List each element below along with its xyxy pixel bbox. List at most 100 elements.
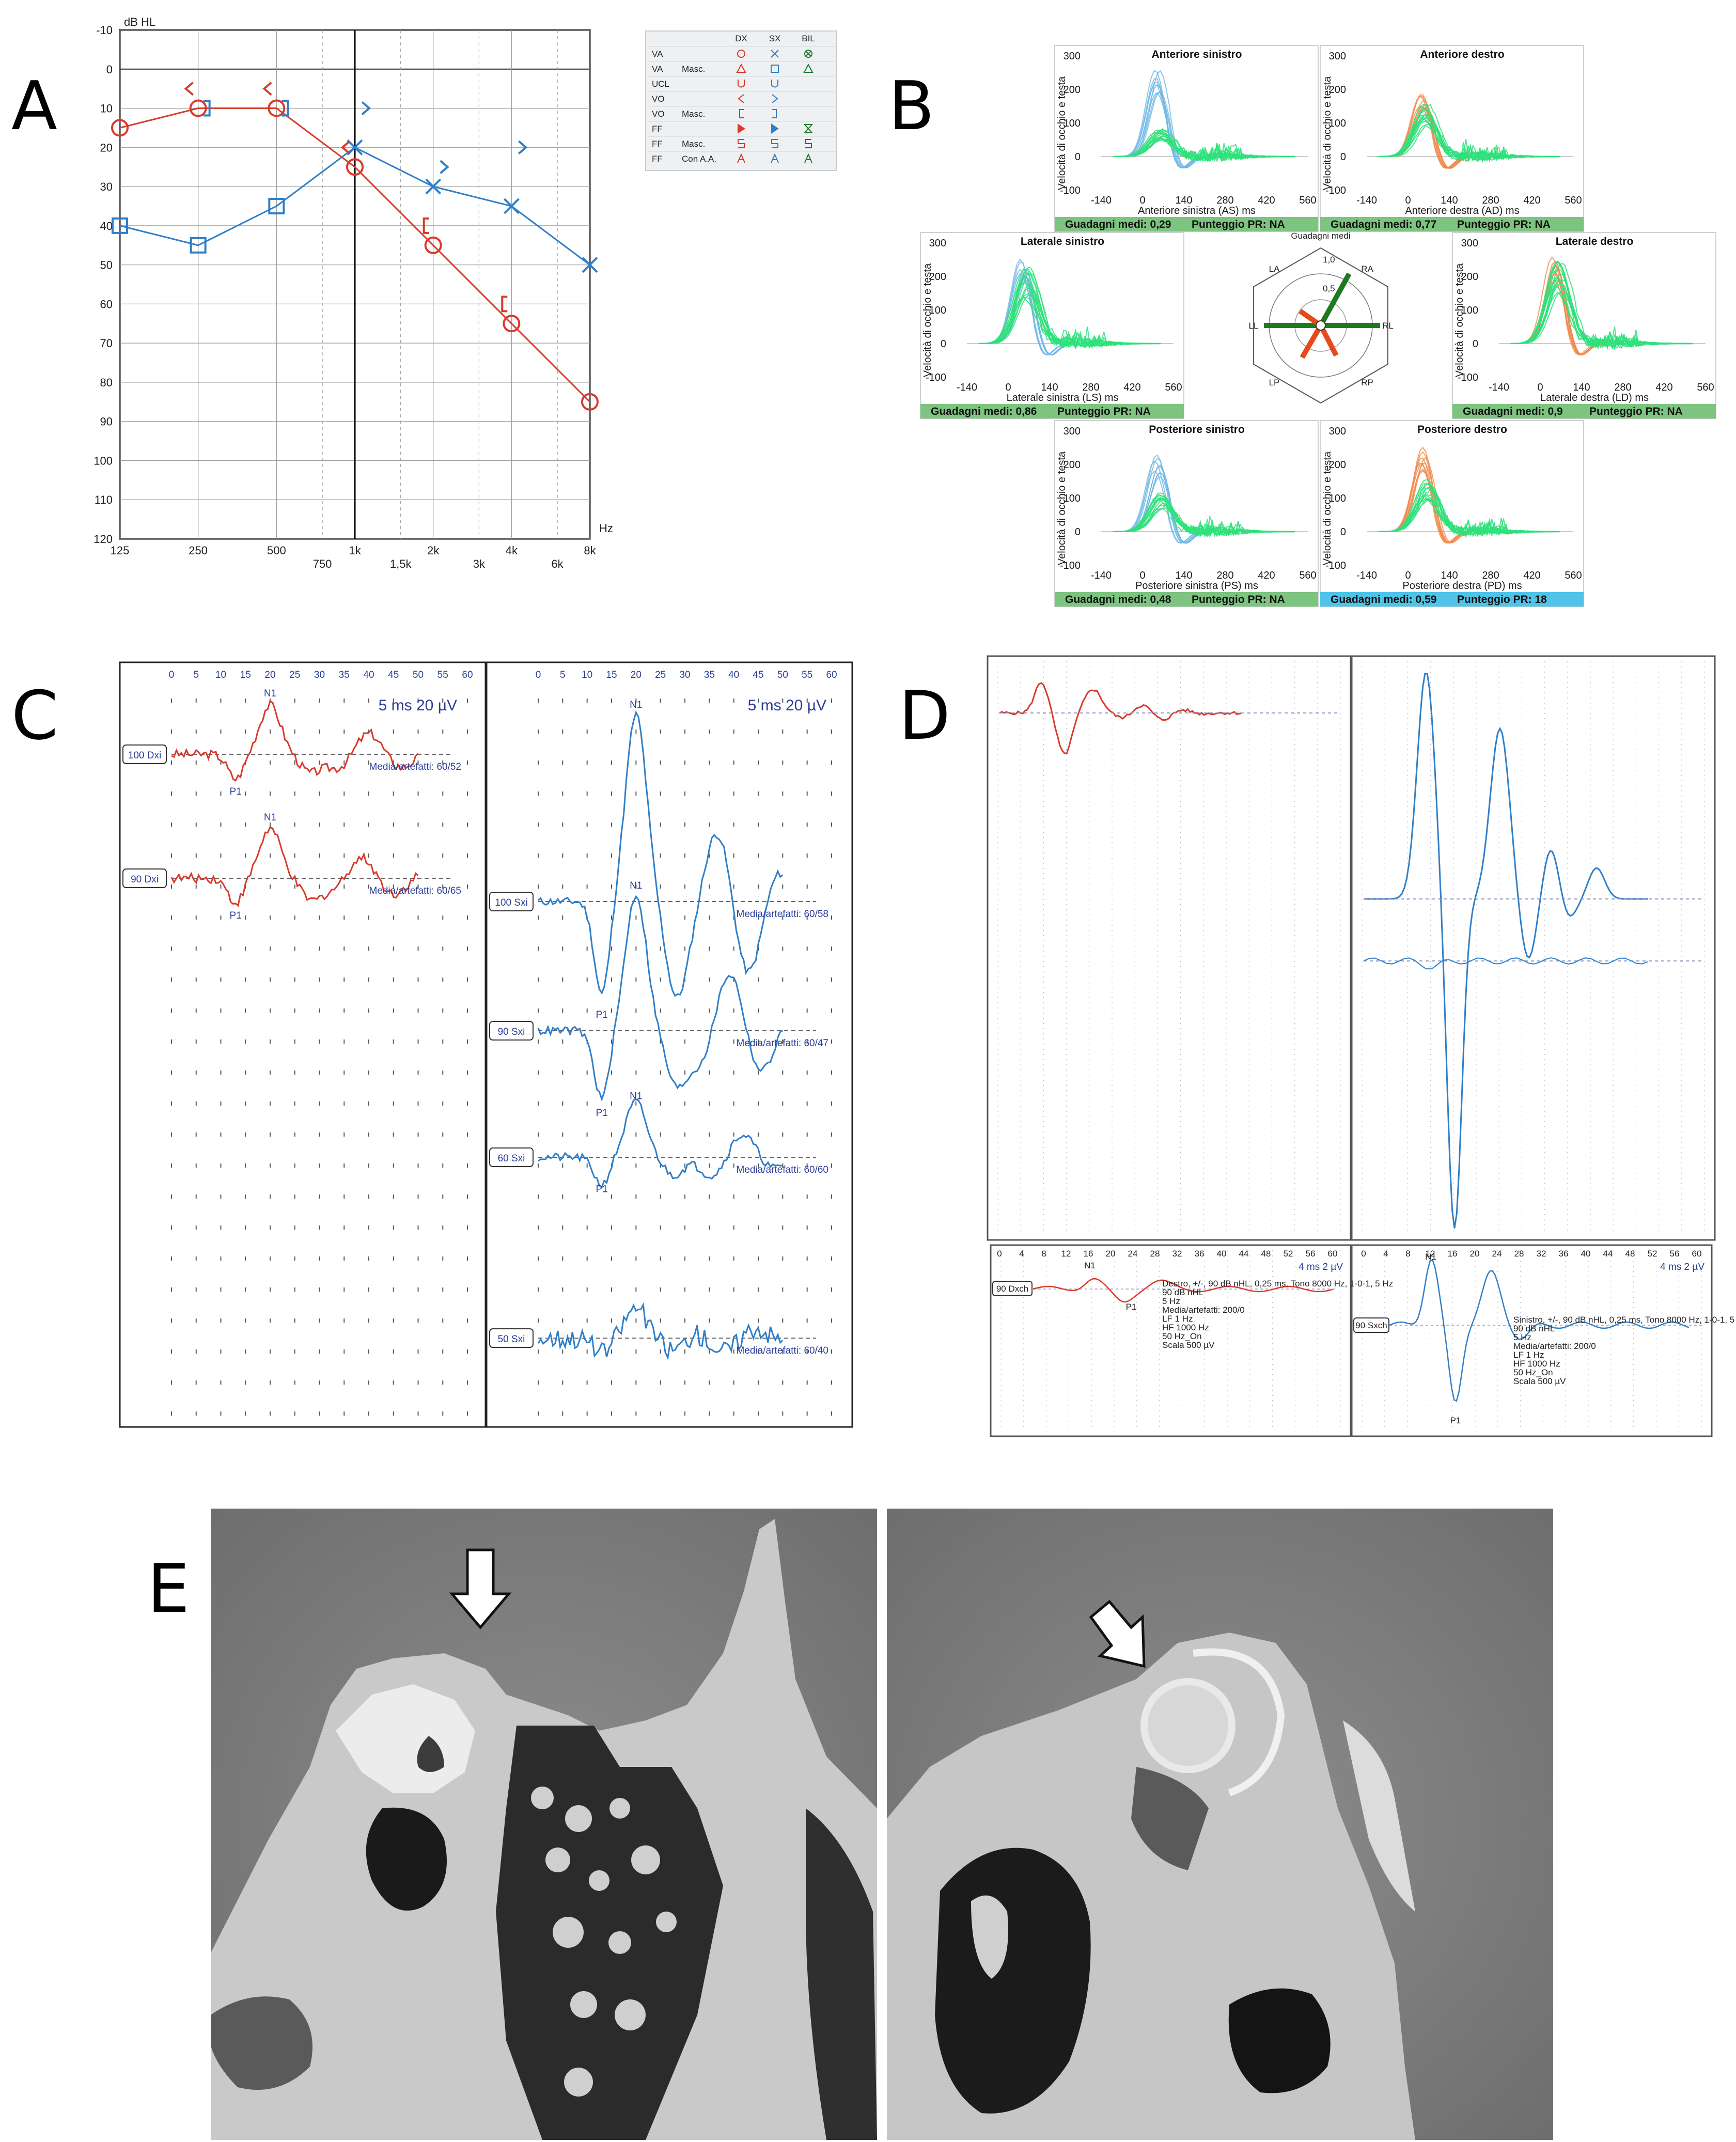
vemp-peak-p1: P1 [230,786,242,797]
bone-left-marker [361,101,371,116]
vhit-score-text: Punteggio PR: NA [1057,406,1151,417]
vhit-y-tick: 100 [1329,493,1346,504]
legend-symbol [772,94,778,103]
ovemp-x-tick: 24 [1128,1249,1138,1259]
vhit-x-tick: 140 [1441,570,1458,581]
vhit-subplot-title: Laterale sinistro [1021,236,1104,247]
ovemp-label-box [1353,1317,1389,1333]
audiogram-y-tick: 0 [106,63,113,76]
legend-row-label: VO [652,94,665,104]
right-ear-point [581,393,599,411]
legend-symbol [737,50,745,58]
audiogram-y-tick: 10 [100,102,113,115]
ovemp-x-tick: 44 [1239,1249,1249,1259]
vhit-x-tick: 280 [1614,382,1631,393]
ovemp-bottom-right-note: LF 1 Hz [1513,1350,1544,1360]
ovemp-x-tick: 44 [1603,1249,1613,1259]
ovemp-right-trace [999,682,1242,754]
ovemp-bottom-right-note: 5 Hz [1513,1332,1531,1342]
vemp-x-tick: 60 [462,670,473,680]
ovemp-x-tick: 60 [1328,1249,1338,1259]
vemp-peak-n1: N1 [264,688,276,699]
vhit-gain-bar [1320,217,1584,231]
legend-symbol [736,63,746,73]
vhit-polar-label: LA [1269,264,1280,274]
vhit-eye-trace [1510,280,1693,350]
ovemp-left-trace [1364,673,1648,1229]
vemp-x-tick: 20 [631,670,642,680]
vhit-x-tick: -140 [1356,570,1377,581]
vemp-left-scale: 5 ms 20 µV [379,697,457,714]
legend-symbol [803,63,814,73]
audiogram-y-tick: -10 [96,24,113,37]
vemp-x-tick: 5 [560,670,566,680]
ovemp-x-tick: 12 [1061,1249,1071,1259]
vemp-trace [171,700,419,782]
audiogram-x-tick: 125 [111,544,130,557]
ovemp-bottom-right-frame [1351,1244,1713,1437]
ovemp-x-tick: 4 [1383,1249,1388,1259]
vhit-gain-text: Guadagni medi: 0,77 [1331,219,1436,230]
vemp-x-tick: 15 [240,670,251,680]
vhit-x-tick: 560 [1565,570,1582,581]
ovemp-x-tick: 36 [1195,1249,1205,1259]
vhit-subplot: Posteriore destro 300 200 100 0 -100 -140 0 140 2… [1320,420,1584,607]
legend-symbol [771,50,779,58]
vemp-trace-note: Media/artefatti: 60/40 [737,1345,829,1356]
vhit-x-tick: 280 [1216,195,1233,206]
vemp-peak-p1: P1 [596,1010,607,1020]
vhit-polar-label: LL [1249,321,1259,331]
vhit-eye-trace [978,272,1161,348]
vemp-x-tick: 0 [536,670,541,680]
legend-symbol [803,124,814,133]
vemp-trace-label-box [122,744,167,764]
ovemp-x-tick: 32 [1172,1249,1182,1259]
vhit-y-tick: 300 [1461,238,1478,249]
ovemp-bottom-right-note: Media/artefatti: 200/0 [1513,1341,1596,1351]
vemp-trace-label: 60 Sxi [498,1153,525,1164]
legend-row-label: VO [652,109,665,119]
vhit-subplot-title: Laterale destro [1556,236,1634,247]
ct-axial-image [887,1509,1553,2140]
ovemp-x-tick: 0 [997,1249,1002,1259]
vhit-x-label: Laterale sinistra (LS) ms [1007,392,1119,403]
vemp-x-tick: 35 [339,670,350,680]
vemp-x-tick: 0 [169,670,175,680]
ovemp-x-tick: 4 [1019,1249,1024,1259]
vemp-chart: 0 5 10 15 20 25 30 35 40 45 50 55 60 0 5 10 15 20 25 30 35 40… [119,661,853,1428]
legend-symbol [805,51,811,57]
legend-row-label: FF [652,139,663,149]
vhit-y-tick: 0 [1075,526,1081,538]
legend-header: SX [769,34,781,43]
audiogram-grid [119,29,590,539]
right-ear-point [111,119,129,137]
vemp-x-tick: 30 [314,670,325,680]
audiogram-y-tick: 90 [100,415,113,428]
ovemp-top-left-frame [987,655,1352,1241]
legend-header: BIL [802,34,815,43]
vemp-x-tick: 30 [679,670,690,680]
vhit-y-tick: 200 [1064,459,1081,471]
vhit-y-tick: 100 [1064,118,1081,129]
vhit-y-tick: -100 [926,372,946,383]
vemp-x-tick: 40 [728,670,739,680]
legend-row-sub: Masc. [682,109,705,119]
vhit-polar-label: RP [1361,378,1373,387]
audiogram-y-tick: 40 [100,220,113,232]
audiogram-y-ticks: -10 0 10 20 30 40 50 60 70 80 90 100 110 120 [93,24,113,546]
ovemp-bottom-left-note: 90 dB nHL [1162,1287,1203,1297]
bone-left-masked-marker [281,100,289,117]
vemp-x-tick: 25 [289,670,300,680]
vhit-x-tick: 420 [1258,195,1275,206]
ovemp-x-tick: 60 [1692,1249,1702,1259]
left-ear-point [347,139,363,156]
ovemp-scale-left: 4 ms 2 µV [1299,1262,1343,1272]
panel-letter-b: B [888,67,934,145]
vhit-y-tick: 200 [1064,84,1081,96]
vemp-x-tick: 55 [437,670,448,680]
ovemp-x-tick: 48 [1261,1249,1271,1259]
panel-letter-a: A [11,67,57,145]
vhit-x-tick: 0 [1139,570,1145,581]
vhit-polar-ring-label: 1,0 [1323,255,1335,265]
ovemp-bottom-left-note: Media/artefatti: 200/0 [1162,1305,1245,1315]
